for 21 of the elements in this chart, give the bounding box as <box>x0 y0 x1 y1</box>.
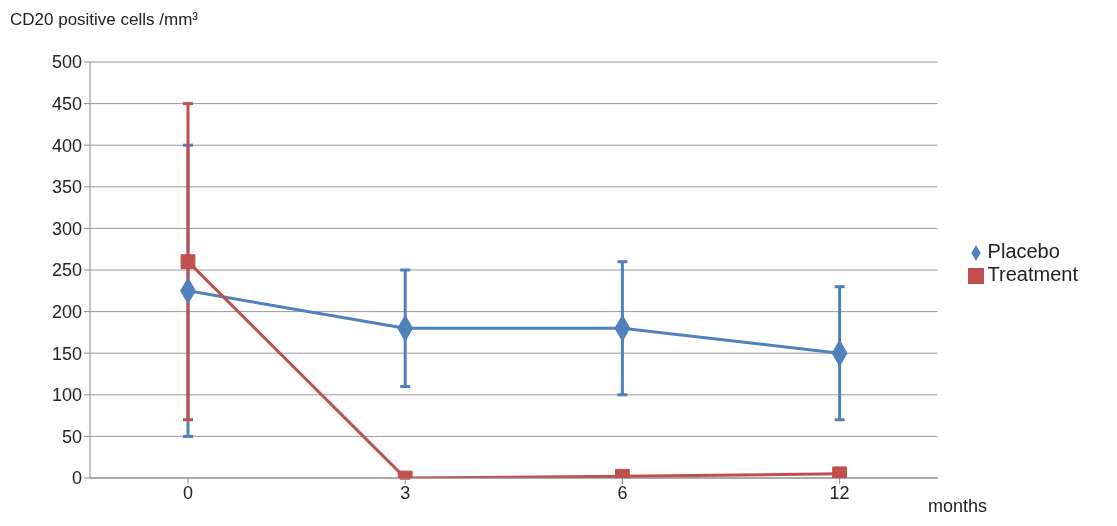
y-tick-label: 50 <box>61 426 82 447</box>
y-tick-label: 0 <box>71 468 82 489</box>
y-tick-label: 250 <box>51 260 82 281</box>
y-tick-label: 500 <box>51 52 82 73</box>
x-tick-label: 6 <box>617 482 628 503</box>
point <box>832 466 847 478</box>
x-axis-title: months <box>928 496 988 517</box>
y-tick-label: 150 <box>51 343 82 364</box>
y-tick-label: 450 <box>51 93 82 114</box>
legend-label: Treatment <box>987 263 1078 285</box>
x-tick-label: 12 <box>829 482 850 503</box>
y-tick-label: 350 <box>51 177 82 198</box>
y-tick-label: 300 <box>51 218 82 239</box>
x-tick-label: 3 <box>400 482 411 503</box>
point <box>180 254 196 270</box>
y-tick-label: 400 <box>51 135 82 156</box>
y-tick-label: 200 <box>51 301 82 322</box>
x-tick-label: 0 <box>182 482 194 503</box>
legend-label: Placebo <box>987 240 1060 262</box>
y-axis-title: CD20 positive cells /mm³ <box>10 10 198 30</box>
y-tick-label: 100 <box>51 385 82 406</box>
